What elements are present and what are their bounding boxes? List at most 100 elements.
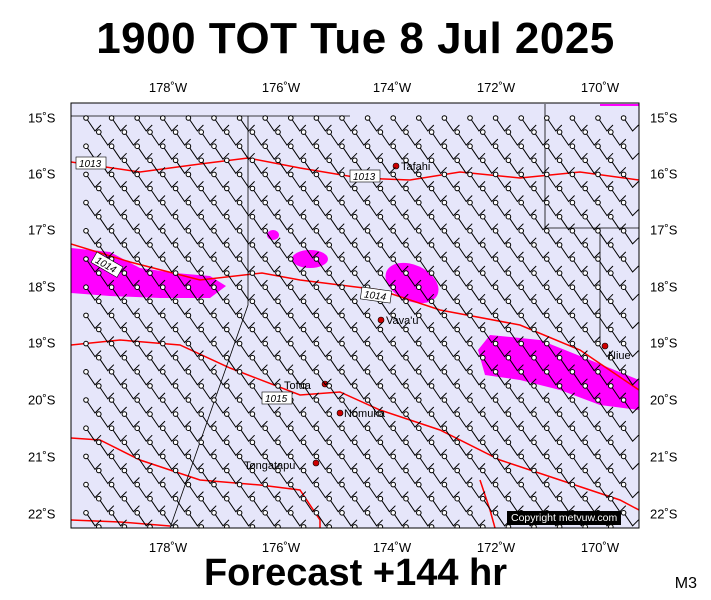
wind-barb	[96, 467, 115, 485]
lat-tick-right: 15˚S	[650, 110, 678, 126]
wind-barb	[467, 143, 486, 160]
wind-barb	[134, 425, 153, 442]
wind-barb	[582, 270, 601, 287]
wind-barb	[147, 242, 166, 259]
wind-barb	[441, 510, 460, 527]
wind-barb	[608, 411, 627, 428]
wind-barb	[224, 298, 243, 316]
wind-barb	[172, 383, 191, 400]
wind-barb	[185, 256, 204, 273]
wind-barb	[198, 411, 217, 428]
wind-barb	[556, 185, 575, 203]
wind-barb	[441, 481, 460, 499]
forecast-label: Forecast +144 hr	[203, 552, 508, 594]
wind-barb	[480, 411, 499, 428]
wind-barb	[224, 213, 243, 231]
wind-barb	[531, 467, 550, 485]
wind-barb	[505, 242, 524, 259]
wind-barb	[377, 495, 396, 513]
wind-barb	[275, 129, 294, 146]
wind-barb	[275, 524, 281, 528]
wind-barb	[236, 481, 255, 499]
lat-tick-left: 21˚S	[28, 449, 56, 465]
lat-tick-left: 17˚S	[28, 222, 56, 238]
wind-barb	[160, 453, 179, 471]
wind-barb	[121, 383, 140, 400]
wind-barb	[326, 439, 345, 457]
wind-barb	[134, 510, 153, 527]
wind-barb	[608, 185, 627, 203]
wind-barb	[313, 425, 332, 442]
wind-barb	[377, 467, 396, 485]
wind-barb	[544, 425, 563, 442]
place-label: Vava'u	[386, 315, 418, 327]
wind-barb	[595, 425, 614, 442]
wind-barb	[249, 354, 268, 372]
wind-barb	[211, 510, 230, 527]
wind-barb	[595, 284, 614, 301]
wind-barb	[300, 129, 319, 146]
wind-barb	[224, 354, 243, 372]
wind-barb	[134, 481, 153, 499]
wind-barb	[313, 397, 332, 414]
wind-barb	[595, 481, 614, 499]
wind-barb	[364, 510, 383, 527]
wind-barb	[428, 242, 447, 259]
wind-barb	[454, 298, 473, 316]
wind-barb	[467, 256, 486, 273]
wind-barb	[608, 157, 627, 175]
wind-barb	[300, 326, 319, 344]
wind-barb	[544, 369, 563, 386]
wind-barb	[83, 340, 102, 358]
wind-barb	[211, 171, 230, 189]
wind-barb	[492, 369, 511, 386]
wind-barb	[467, 340, 486, 358]
wind-barb	[544, 143, 563, 160]
wind-barb	[531, 270, 550, 287]
wind-barb	[172, 157, 191, 175]
wind-barb	[518, 143, 537, 160]
wind-barb	[147, 270, 166, 287]
wind-barb	[531, 411, 550, 428]
wind-barb	[339, 481, 358, 499]
wind-barb	[441, 284, 460, 301]
wind-barb	[160, 284, 179, 301]
wind-barb	[531, 129, 550, 146]
lon-tick-bottom: 174˚W	[372, 540, 412, 555]
wind-barb	[121, 411, 140, 428]
wind-barb	[608, 298, 627, 316]
wind-barb	[96, 270, 115, 287]
wind-barb	[620, 228, 639, 245]
wind-barb	[377, 383, 396, 400]
wind-barb	[390, 481, 409, 499]
wind-barb	[147, 495, 166, 513]
wind-barb	[288, 425, 307, 442]
wind-barb	[96, 411, 115, 428]
lat-tick-right: 17˚S	[650, 222, 678, 238]
wind-barb	[185, 425, 204, 442]
wind-barb	[454, 270, 473, 287]
wind-barb	[492, 481, 511, 499]
place-label: Nomuka	[344, 408, 386, 420]
wind-barb	[569, 284, 588, 301]
lat-tick-left: 19˚S	[28, 335, 56, 351]
wind-barb	[480, 185, 499, 203]
wind-barb	[377, 213, 396, 231]
wind-barb	[595, 228, 614, 245]
wind-barb	[492, 397, 511, 414]
wind-barb	[454, 524, 460, 528]
wind-barb	[172, 185, 191, 203]
wind-barb	[288, 171, 307, 189]
wind-barb	[556, 439, 575, 457]
wind-barb	[518, 284, 537, 301]
wind-barb	[454, 242, 473, 259]
wind-barb	[313, 453, 332, 471]
wind-barb	[390, 510, 409, 527]
wind-barb	[275, 495, 294, 513]
wind-barb	[492, 143, 511, 160]
wind-barb	[608, 439, 627, 457]
wind-barb	[352, 326, 371, 344]
lat-tick-right: 19˚S	[650, 335, 678, 351]
wind-barb	[211, 369, 230, 386]
wind-barb	[288, 228, 307, 245]
